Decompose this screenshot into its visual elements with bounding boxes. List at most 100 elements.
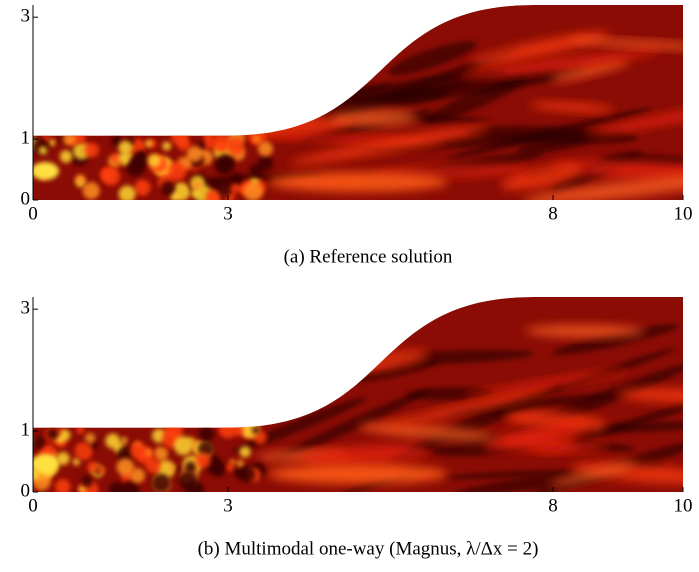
bright-streak	[483, 422, 585, 451]
y-tick-label: 1	[21, 127, 31, 148]
interference-spot	[217, 143, 225, 151]
y-tick-label: 1	[21, 419, 31, 440]
y-tick-label: 3	[21, 298, 31, 319]
interference-spot	[151, 473, 171, 492]
bright-streak	[584, 101, 683, 136]
bright-streak	[550, 59, 630, 82]
bright-streak	[463, 369, 629, 398]
interference-spot	[233, 426, 244, 436]
interference-spot	[62, 132, 76, 146]
interference-spot	[118, 140, 133, 155]
interference-spot	[111, 135, 123, 147]
bright-streak	[268, 172, 448, 192]
interference-spot	[197, 141, 206, 150]
interference-spot	[133, 153, 148, 168]
interference-spot	[203, 138, 215, 150]
interference-spot	[105, 433, 121, 449]
interference-spot	[38, 146, 48, 155]
dark-streak	[571, 387, 683, 443]
bright-streak	[301, 444, 429, 467]
interference-spot	[33, 435, 44, 449]
interference-spot	[257, 141, 273, 157]
bright-spot	[33, 162, 59, 181]
interference-spot	[195, 452, 211, 468]
interference-spot	[129, 467, 146, 484]
bright-streak	[548, 462, 637, 487]
interference-spot	[243, 181, 263, 200]
y-tick-label: 0	[21, 188, 31, 209]
interference-spot	[81, 475, 93, 488]
interference-spot	[111, 153, 121, 163]
interference-spot	[205, 189, 222, 200]
interference-spot	[87, 461, 99, 473]
x-tick-label: 3	[223, 495, 233, 516]
interference-spot	[239, 446, 251, 458]
bright-streak	[289, 125, 490, 165]
interference-spot	[97, 466, 105, 474]
interference-spot	[56, 451, 70, 465]
interference-spot	[42, 444, 56, 458]
interference-spot	[251, 426, 260, 435]
interference-spot	[153, 446, 169, 461]
interference-spot	[169, 464, 176, 472]
heatmap	[33, 5, 683, 200]
interference-spot	[118, 152, 130, 164]
interference-spot	[147, 153, 161, 167]
x-tick-label: 8	[548, 495, 558, 516]
x-tick-label: 0	[28, 495, 38, 516]
interference-spot	[192, 180, 203, 191]
bright-streak	[617, 388, 683, 403]
interference-spot	[170, 192, 179, 200]
interference-spot	[48, 139, 56, 147]
caption: (b) Multimodal one-way (Magnus, λ/Δx = 2…	[198, 538, 539, 559]
interference-spot	[74, 441, 93, 461]
interference-spot	[215, 157, 233, 175]
dark-streak	[445, 394, 612, 416]
interference-spot	[236, 459, 245, 468]
interference-spot	[72, 458, 81, 466]
interference-spot	[226, 463, 235, 472]
interference-spot	[46, 427, 59, 440]
interference-spot	[162, 141, 172, 151]
interference-spot	[116, 458, 135, 476]
x-tick-label: 0	[28, 203, 38, 224]
x-tick-label: 10	[674, 203, 693, 224]
dark-streak	[441, 470, 571, 480]
bright-streak	[268, 464, 448, 484]
interference-spot	[76, 425, 85, 434]
interference-spot	[216, 179, 234, 197]
x-tick-label: 10	[674, 495, 693, 516]
interference-spot	[249, 163, 264, 179]
dark-streak	[349, 360, 440, 383]
caption: (a) Reference solution	[284, 246, 453, 267]
y-tick-label: 0	[21, 480, 31, 501]
interference-spot	[178, 471, 198, 490]
interference-spot	[84, 432, 96, 444]
interference-spot	[197, 441, 214, 457]
interference-spot	[167, 161, 187, 181]
dark-streak	[388, 41, 477, 76]
bright-streak	[383, 390, 553, 426]
interference-spot	[129, 442, 147, 460]
interference-spot	[211, 132, 231, 152]
dark-streak	[424, 76, 527, 124]
x-tick-label: 8	[548, 203, 558, 224]
interference-spot	[59, 150, 73, 163]
interference-spot	[82, 182, 100, 200]
interference-spot	[231, 183, 240, 193]
interference-spot	[175, 466, 182, 474]
interference-spot	[170, 127, 189, 146]
interference-spot	[75, 174, 86, 184]
bright-streak	[500, 165, 583, 190]
interference-spot	[121, 480, 140, 492]
bright-streak	[357, 423, 497, 441]
interference-spot	[145, 458, 161, 474]
bright-spot	[33, 454, 59, 473]
interference-spot	[240, 467, 256, 483]
bright-streak	[529, 101, 614, 113]
interference-spot	[198, 426, 215, 442]
interference-spot	[160, 180, 176, 196]
interference-spot	[84, 142, 100, 158]
interference-spot	[230, 172, 244, 186]
